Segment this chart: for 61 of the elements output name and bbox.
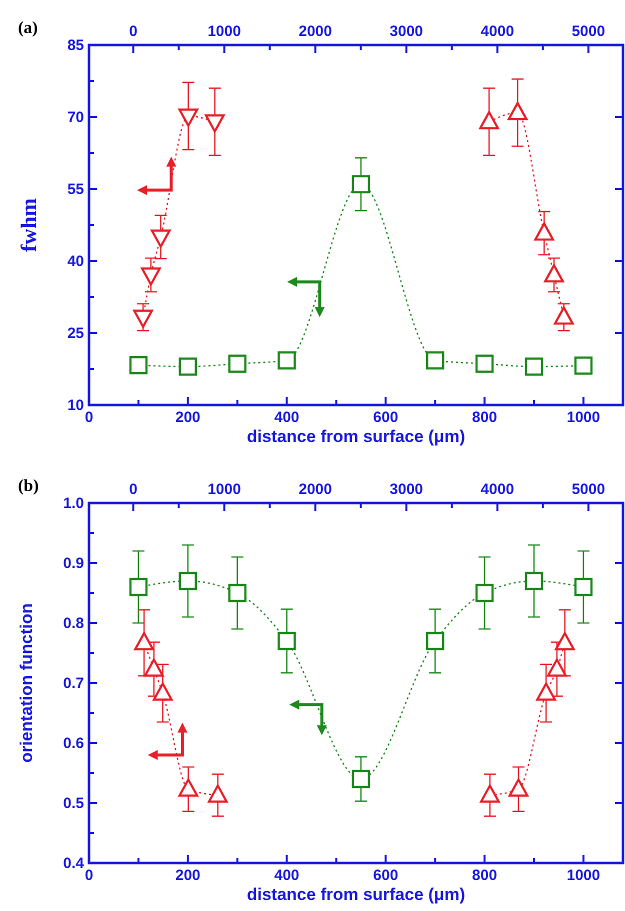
point <box>574 578 593 596</box>
y-tick-label: 0.6 <box>63 735 84 752</box>
x-tick-label: 800 <box>472 409 498 426</box>
x2-tick-label: 3000 <box>390 481 424 498</box>
x2-tick-label: 0 <box>129 481 138 498</box>
x-tick-label: 400 <box>274 867 300 884</box>
x-tick-label: 1000 <box>566 867 600 884</box>
text: (b) <box>18 476 39 495</box>
x-tick-label: 0 <box>84 867 94 884</box>
x-tick-label: 400 <box>274 409 300 426</box>
x2-tick-label: 4000 <box>480 23 514 40</box>
point <box>278 632 296 650</box>
point <box>178 358 197 376</box>
y-tick-label: 25 <box>67 325 84 342</box>
point <box>352 770 370 788</box>
y-tick-label: 1.0 <box>63 495 84 512</box>
point <box>524 572 544 590</box>
x2-tick-label: 5000 <box>572 481 606 498</box>
y-tick-label: 10 <box>67 397 84 414</box>
x2-tick-label: 2000 <box>298 23 332 40</box>
point <box>178 572 197 590</box>
point <box>426 351 444 370</box>
x2-tick-label: 3000 <box>390 23 424 40</box>
x-tick-label: 600 <box>373 867 398 884</box>
x-tick-label: 800 <box>472 867 498 884</box>
point <box>278 351 296 370</box>
point <box>475 584 494 602</box>
y-tick-label: 0.5 <box>63 795 84 812</box>
text: (a) <box>18 18 38 37</box>
y-axis-title: orientation function <box>17 603 36 763</box>
y-tick-label: 0.8 <box>63 615 84 632</box>
x2-tick-label: 1000 <box>208 481 241 498</box>
x2-tick-label: 0 <box>129 23 138 40</box>
y-tick-label: 55 <box>67 181 84 198</box>
y-tick-label: 0.4 <box>63 855 85 872</box>
point <box>228 584 246 602</box>
y-tick-label: 0.9 <box>63 555 84 572</box>
x-axis-title: distance from surface (μm) <box>246 885 466 904</box>
x-tick-label: 200 <box>175 867 200 884</box>
point <box>352 175 370 194</box>
y-tick-label: 70 <box>67 109 84 126</box>
point <box>129 356 148 374</box>
point <box>228 354 246 373</box>
x-tick-label: 600 <box>373 409 398 426</box>
y-tick-label: 40 <box>67 253 84 270</box>
x-axis-title: distance from surface (μm) <box>246 427 466 446</box>
x-tick-label: 0 <box>84 409 94 426</box>
x2-tick-label: 5000 <box>572 23 606 40</box>
point <box>426 632 444 650</box>
y-tick-label: 85 <box>67 37 84 54</box>
y-axis-title: fwhm <box>16 198 41 252</box>
y-tick-label: 0.7 <box>63 675 84 692</box>
point <box>574 356 593 375</box>
x2-tick-label: 1000 <box>208 23 241 40</box>
x-tick-label: 200 <box>175 409 200 426</box>
x2-tick-label: 4000 <box>480 481 514 498</box>
point <box>475 354 494 373</box>
x-tick-label: 1000 <box>566 409 600 426</box>
point <box>524 358 544 376</box>
x2-tick-label: 2000 <box>298 481 332 498</box>
point <box>129 578 148 596</box>
